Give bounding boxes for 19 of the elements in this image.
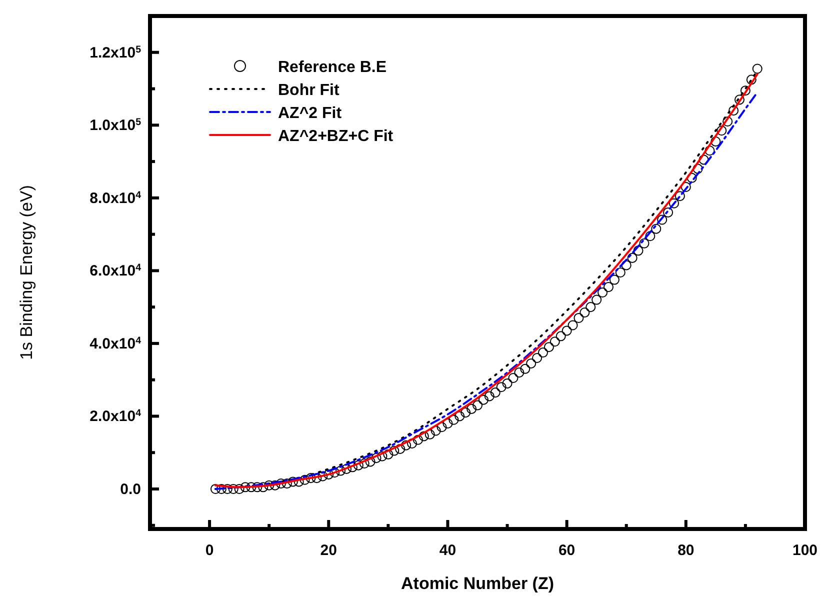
- y-tick-label: 6.0x10$^{4}$: [90, 262, 142, 280]
- y-tick-label: 2.0x10$^{4}$: [90, 408, 142, 426]
- y-tick-label: 1.0x10$^{5}$: [90, 116, 142, 134]
- x-tick-label: 0: [205, 542, 214, 559]
- legend-label: AZ^2 Fit: [278, 105, 342, 122]
- y-tick-label: 4.0x10$^{4}$: [90, 334, 142, 352]
- legend-label: AZ^2+BZ+C Fit: [278, 128, 394, 145]
- x-tick-label: 80: [678, 542, 694, 559]
- y-tick-label: 8.0x10$^{4}$: [90, 189, 142, 207]
- x-tick-label: 20: [320, 542, 337, 559]
- legend-label: Reference B.E: [278, 59, 387, 76]
- x-tick-label: 40: [439, 542, 456, 559]
- x-axis-title: Atomic Number (Z): [401, 574, 554, 593]
- y-axis-title: 1s Binding Energy (eV): [17, 185, 36, 360]
- x-tick-label: 60: [558, 542, 576, 559]
- x-tick-label: 100: [792, 542, 818, 559]
- y-tick-label: 1.2x10$^{5}$: [90, 44, 142, 62]
- y-tick-label: 0.0: [120, 480, 141, 498]
- legend-label: Bohr Fit: [278, 82, 340, 99]
